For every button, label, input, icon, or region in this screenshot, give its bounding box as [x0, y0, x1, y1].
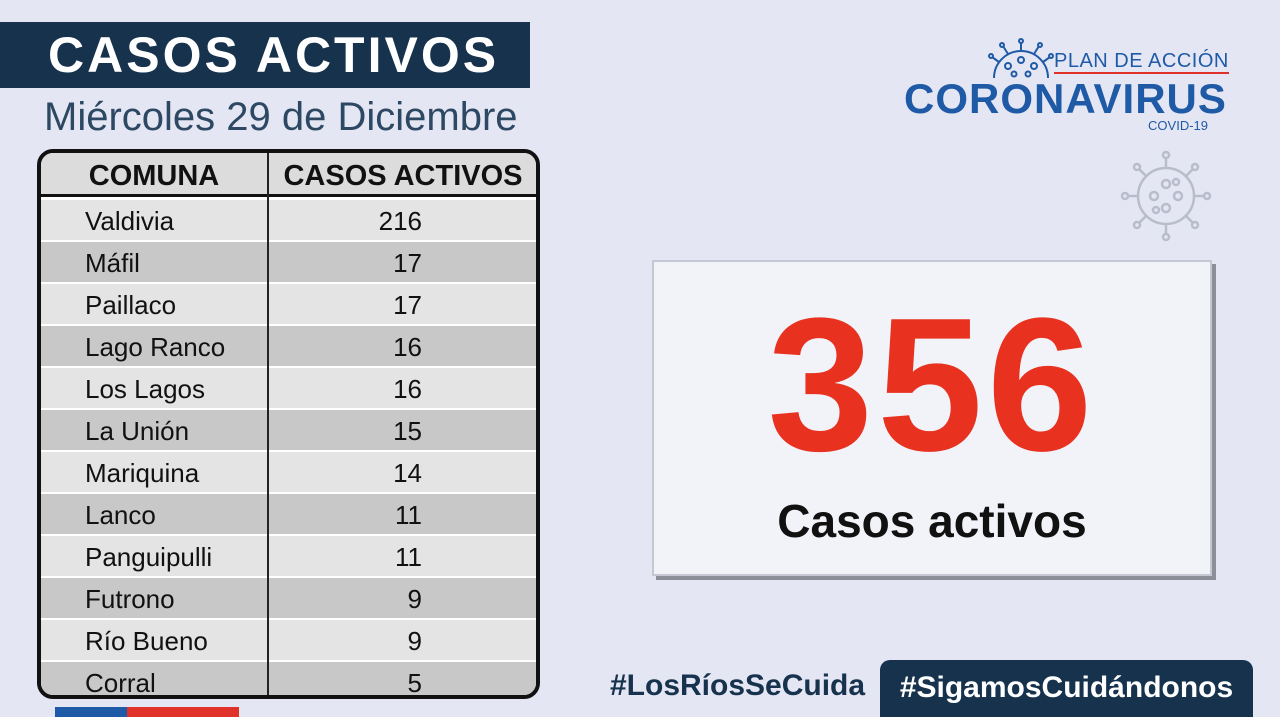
- flag-stripe-blue: [55, 707, 127, 717]
- total-cases-number: 356: [767, 279, 1097, 491]
- table-header: COMUNA CASOS ACTIVOS: [41, 153, 536, 197]
- title-banner: CASOS ACTIVOS: [0, 22, 530, 88]
- cell-comuna: Panguipulli: [85, 542, 213, 572]
- hashtag-sigamos: #SigamosCuidándonos: [899, 671, 1234, 704]
- hashtag-los-rios: #LosRíosSeCuida: [610, 669, 866, 702]
- cell-casos: 11: [395, 500, 422, 530]
- logo-covid-text: COVID-19: [1148, 118, 1208, 133]
- column-divider: [267, 153, 269, 695]
- cell-casos: 15: [393, 416, 422, 446]
- cell-comuna: Río Bueno: [85, 626, 208, 656]
- cell-casos: 16: [393, 374, 422, 404]
- cell-comuna: La Unión: [85, 416, 190, 446]
- table-row: Lanco 11: [41, 494, 536, 536]
- table-row: Corral 5: [41, 662, 536, 698]
- cell-comuna: Paillaco: [85, 290, 177, 320]
- cases-table: COMUNA CASOS ACTIVOS Valdivia 216 Máfil 17 P…: [37, 149, 540, 699]
- page-title: CASOS ACTIVOS: [48, 27, 500, 83]
- coronavirus-logo: PLAN DE ACCIÓN CORONAVIRUS COVID-19: [900, 38, 1229, 138]
- cell-casos: 17: [393, 290, 422, 320]
- cell-comuna: Futrono: [85, 584, 175, 614]
- table-row: Río Bueno 9: [41, 620, 536, 662]
- column-header-casos: CASOS ACTIVOS: [283, 160, 523, 192]
- table-row: Lago Ranco 16: [41, 326, 536, 368]
- table-row: Los Lagos 16: [41, 368, 536, 410]
- table-row: Paillaco 17: [41, 284, 536, 326]
- cell-comuna: Valdivia: [85, 206, 175, 236]
- cell-casos: 9: [407, 584, 422, 614]
- total-cases-label: Casos activos: [777, 495, 1087, 547]
- table-row: Máfil 17: [41, 242, 536, 284]
- cell-casos: 17: [393, 248, 422, 278]
- virus-icon: [1120, 150, 1212, 242]
- cell-casos: 14: [393, 458, 422, 488]
- table-row: La Unión 15: [41, 410, 536, 452]
- date-subtitle: Miércoles 29 de Diciembre: [44, 95, 518, 139]
- table-row: Futrono 9: [41, 578, 536, 620]
- cell-comuna: Mariquina: [85, 458, 200, 488]
- cell-comuna: Los Lagos: [85, 374, 205, 404]
- cell-comuna: Máfil: [85, 248, 140, 278]
- cell-casos: 16: [393, 332, 422, 362]
- logo-plan-text: PLAN DE ACCIÓN: [1054, 50, 1229, 74]
- cell-casos: 11: [395, 542, 422, 572]
- column-header-comuna: COMUNA: [88, 160, 220, 192]
- hashtag-pill: #SigamosCuidándonos: [880, 660, 1253, 717]
- table-row: Panguipulli 11: [41, 536, 536, 578]
- cell-comuna: Lanco: [85, 500, 156, 530]
- flag-stripe-red: [127, 707, 239, 717]
- total-cases-card: 356 Casos activos: [652, 260, 1212, 576]
- table-row: Mariquina 14: [41, 452, 536, 494]
- virus-icon: [988, 38, 1054, 78]
- cell-casos: 9: [407, 626, 422, 656]
- cell-comuna: Corral: [85, 668, 156, 698]
- table-row: Valdivia 216: [41, 200, 536, 242]
- cell-comuna: Lago Ranco: [85, 332, 226, 362]
- cell-casos: 216: [378, 206, 422, 236]
- cell-casos: 5: [407, 668, 422, 698]
- logo-coronavirus-text: CORONAVIRUS: [904, 75, 1227, 122]
